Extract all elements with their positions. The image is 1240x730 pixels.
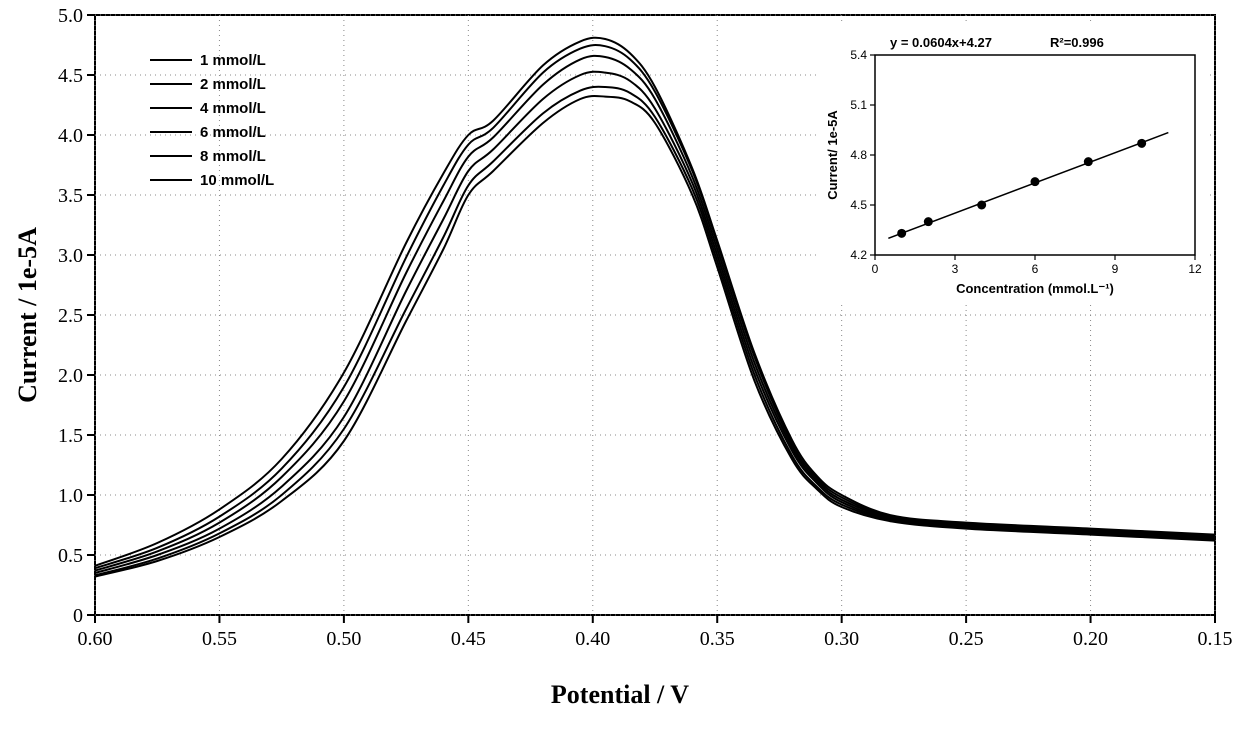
y-tick-label: 3.0 <box>58 245 83 267</box>
main-plot-svg: 0.600.550.500.450.400.350.300.250.200.15… <box>0 0 1240 680</box>
x-tick-label: 0.25 <box>949 628 984 650</box>
x-tick-label: 0.40 <box>575 628 610 650</box>
inset-y-tick-label: 5.1 <box>850 98 867 112</box>
inset-point <box>1031 177 1040 186</box>
inset-x-tick-label: 12 <box>1188 262 1202 276</box>
x-tick-label: 0.15 <box>1198 628 1233 650</box>
y-tick-label: 3.5 <box>58 185 83 207</box>
inset-y-tick-label: 4.8 <box>850 148 867 162</box>
inset-x-tick-label: 9 <box>1112 262 1119 276</box>
inset-equation: y = 0.0604x+4.27 <box>890 35 992 50</box>
x-tick-label: 0.55 <box>202 628 237 650</box>
inset-x-label: Concentration (mmol.L⁻¹) <box>956 281 1114 296</box>
y-tick-label: 4.5 <box>58 65 83 87</box>
inset-y-tick-label: 5.4 <box>850 48 867 62</box>
inset-y-label: Current/ 1e-5A <box>825 110 840 200</box>
inset-x-tick-label: 0 <box>872 262 879 276</box>
y-tick-label: 1.0 <box>58 485 83 507</box>
x-tick-label: 0.30 <box>824 628 859 650</box>
figure-root: Current / 1e-5A 0.600.550.500.450.400.35… <box>0 0 1240 730</box>
inset-point <box>897 229 906 238</box>
inset-y-tick-label: 4.2 <box>850 248 867 262</box>
inset-y-tick-label: 4.5 <box>850 198 867 212</box>
y-tick-label: 4.0 <box>58 125 83 147</box>
inset-point <box>924 217 933 226</box>
y-axis-label: Current / 1e-5A <box>8 0 48 630</box>
x-tick-label: 0.45 <box>451 628 486 650</box>
legend-label: 8 mmol/L <box>200 148 266 165</box>
inset-x-tick-label: 3 <box>952 262 959 276</box>
y-tick-label: 2.5 <box>58 305 83 327</box>
x-tick-label: 0.50 <box>326 628 361 650</box>
x-tick-label: 0.35 <box>700 628 735 650</box>
y-tick-label: 1.5 <box>58 425 83 447</box>
y-tick-label: 5.0 <box>58 5 83 27</box>
legend-label: 10 mmol/L <box>200 172 274 189</box>
x-axis-label: Potential / V <box>0 680 1240 710</box>
x-tick-label: 0.20 <box>1073 628 1108 650</box>
legend-label: 6 mmol/L <box>200 124 266 141</box>
y-axis-label-text: Current / 1e-5A <box>13 227 43 403</box>
x-axis-label-text: Potential / V <box>551 680 689 709</box>
y-tick-label: 0 <box>73 605 83 627</box>
legend-label: 4 mmol/L <box>200 100 266 117</box>
inset-x-tick-label: 6 <box>1032 262 1039 276</box>
x-tick-label: 0.60 <box>78 628 113 650</box>
inset-r2: R²=0.996 <box>1050 35 1104 50</box>
inset-point <box>1137 139 1146 148</box>
y-tick-label: 0.5 <box>58 545 83 567</box>
legend-label: 2 mmol/L <box>200 76 266 93</box>
inset-point <box>977 201 986 210</box>
inset-point <box>1084 157 1093 166</box>
y-tick-label: 2.0 <box>58 365 83 387</box>
legend-label: 1 mmol/L <box>200 52 266 69</box>
